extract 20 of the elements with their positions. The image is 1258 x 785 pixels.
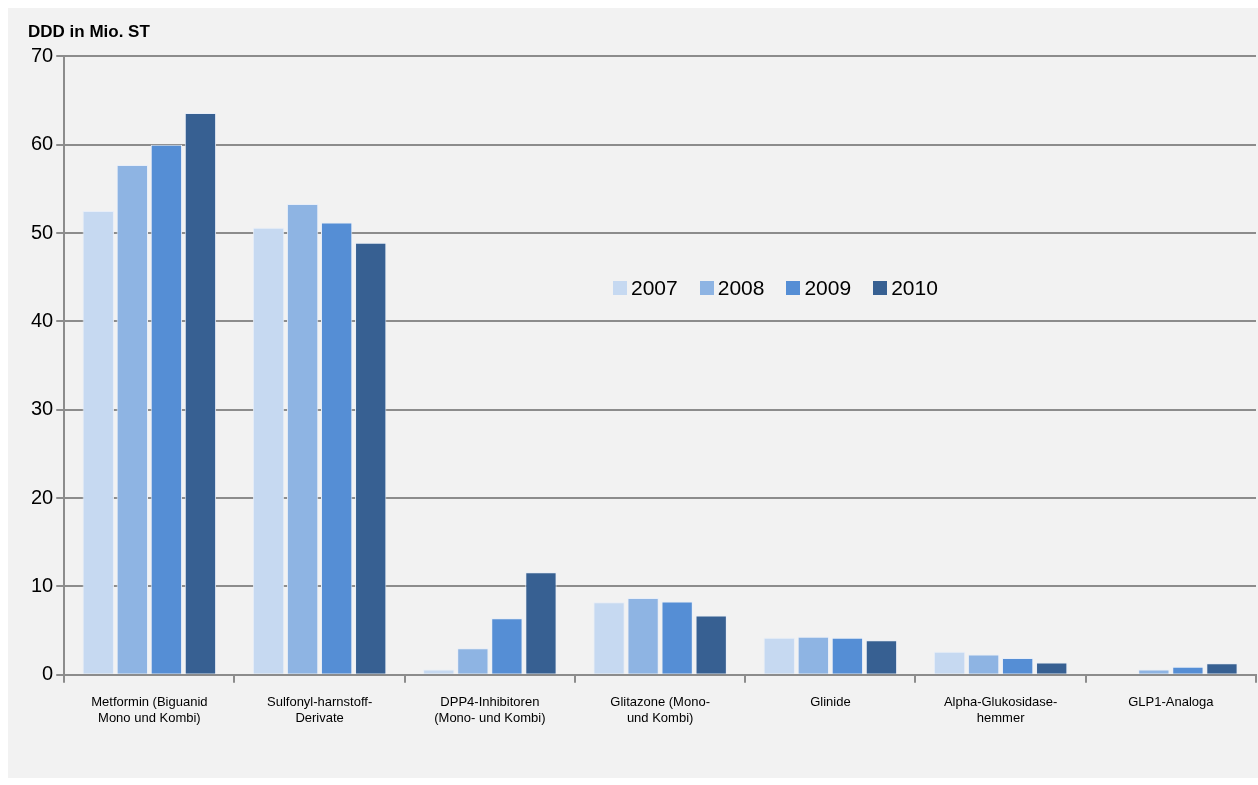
legend-label: 2010 [891,276,938,300]
legend-label: 2009 [804,276,852,300]
y-tick-label: 0 [42,662,54,685]
legend-label: 2008 [717,276,765,300]
legend-label: 2007 [631,276,678,300]
y-tick-label: 40 [31,308,54,331]
x-tick-label: Sulfonyl-harnstoff-Derivate [266,694,373,725]
x-tick-label: Metformin (Biguanid Mono und Kombi) [91,694,208,725]
y-tick-label: 10 [31,573,54,596]
x-tick-label: Glinide [810,694,851,710]
x-tick-label: Glitazone (Mono- und Kombi) [610,694,710,725]
y-tick-label: 70 [31,43,54,66]
x-tick-label: GLP1-Analoga [1128,694,1215,710]
y-tick-label: 50 [31,220,54,243]
x-tick-label: DPP4-Inhibitoren (Mono- und Kombi) [434,694,546,725]
x-tick-label: Alpha-Glukosidase-hemmer [943,694,1058,725]
y-axis-title: DDD in Mio. ST [28,21,151,41]
y-tick-label: 30 [31,397,54,420]
y-tick-label: 60 [31,132,54,155]
y-tick-label: 20 [31,485,54,508]
